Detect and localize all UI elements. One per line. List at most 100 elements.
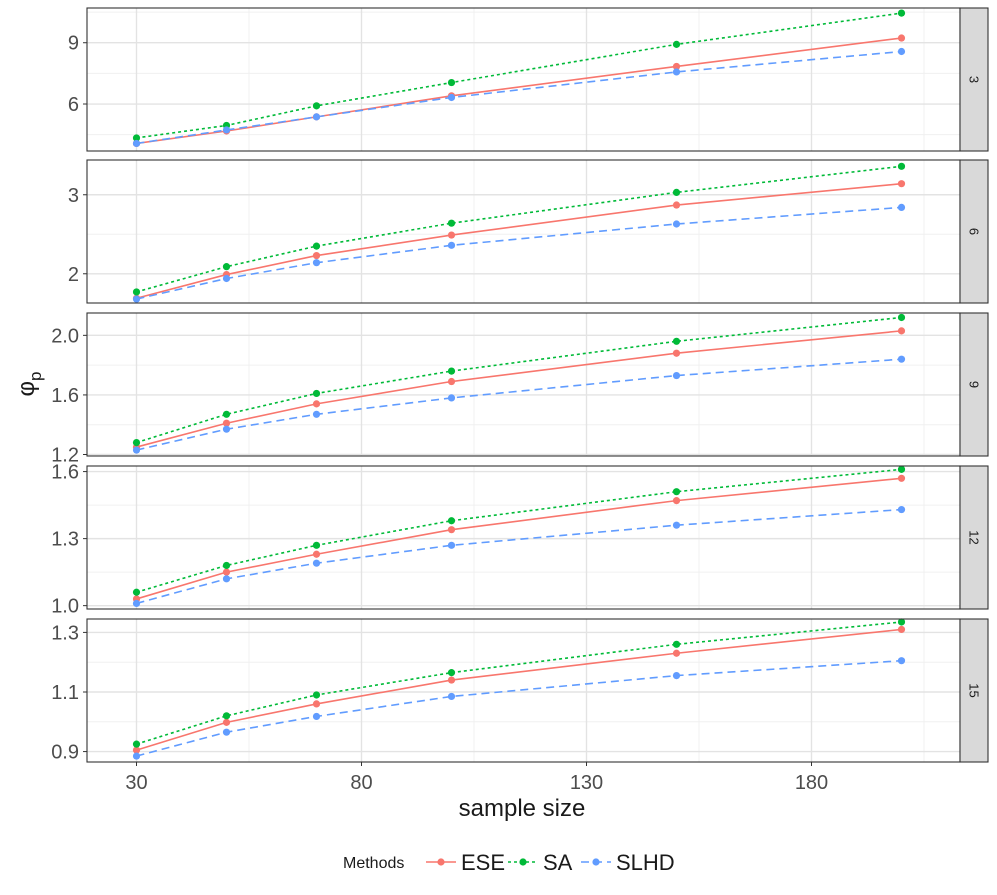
- data-point-slhd: [312, 259, 321, 267]
- y-axis-title-subscript: p: [26, 371, 45, 380]
- legend-label: SA: [543, 850, 573, 875]
- data-point-sa: [897, 162, 906, 170]
- data-point-ese: [222, 718, 231, 726]
- legend-key-point: [519, 858, 527, 866]
- y-tick-label: 1.0: [51, 596, 79, 618]
- legend-label: SLHD: [616, 850, 675, 875]
- data-point-ese: [897, 625, 906, 634]
- data-point-slhd: [132, 599, 141, 608]
- data-point-slhd: [132, 139, 141, 148]
- data-point-slhd: [222, 274, 231, 283]
- data-point-sa: [222, 263, 231, 271]
- data-point-sa: [672, 337, 681, 345]
- data-point-slhd: [132, 446, 141, 454]
- series-line-sa: [136, 468, 902, 594]
- data-point-sa: [312, 541, 321, 549]
- data-point-slhd: [447, 692, 456, 701]
- data-point-slhd: [312, 410, 321, 418]
- data-point-sa: [132, 288, 141, 296]
- data-point-sa: [222, 712, 231, 720]
- facet-strip-label: 9: [967, 381, 982, 388]
- y-tick-label: 1.3: [51, 529, 79, 551]
- facet-strip: [959, 618, 989, 763]
- data-point-ese: [447, 526, 456, 534]
- series-line-slhd: [136, 508, 902, 605]
- facet-strip: [959, 7, 989, 152]
- data-point-slhd: [897, 203, 906, 212]
- y-tick-label: 0.9: [51, 742, 79, 764]
- y-axis-title: φp: [13, 371, 45, 396]
- data-point-slhd: [672, 68, 681, 76]
- facet-strip: [959, 159, 989, 304]
- data-point-ese: [447, 377, 456, 386]
- legend-item-ese: ESE: [426, 850, 505, 875]
- data-point-slhd: [897, 505, 906, 514]
- panel-12: 1.0 1.3 1.6 12: [51, 462, 989, 618]
- series-line-ese: [136, 182, 902, 300]
- data-point-slhd: [672, 371, 681, 380]
- data-point-sa: [132, 588, 141, 596]
- data-point-ese: [312, 251, 321, 260]
- series-line-ese: [136, 330, 902, 448]
- x-axis: 30 80 130 180: [125, 762, 828, 794]
- x-axis-title: sample size: [459, 795, 586, 822]
- data-point-sa: [447, 219, 456, 227]
- data-point-sa: [447, 78, 456, 87]
- data-point-slhd: [222, 575, 231, 583]
- facet-strip: [959, 312, 989, 457]
- data-point-slhd: [222, 126, 231, 134]
- data-point-ese: [222, 419, 231, 427]
- data-point-slhd: [312, 113, 321, 121]
- data-point-slhd: [132, 295, 141, 303]
- panel-background: [87, 466, 960, 609]
- panel-6: 2 3 6: [68, 159, 989, 304]
- x-tick-label: 130: [570, 772, 603, 794]
- legend-label: ESE: [461, 850, 505, 875]
- series-line-sa: [136, 316, 902, 444]
- legend: Methods ESE SA SLHD: [343, 850, 675, 875]
- legend-title: Methods: [343, 855, 404, 872]
- data-point-slhd: [447, 394, 456, 402]
- data-point-sa: [447, 367, 456, 375]
- legend-item-sa: SA: [508, 850, 573, 875]
- y-tick-label: 1.1: [51, 682, 79, 704]
- x-tick-label: 180: [795, 772, 828, 794]
- panel-3: 6 9 3: [68, 7, 989, 152]
- data-point-sa: [672, 40, 681, 48]
- data-point-sa: [312, 389, 321, 398]
- y-tick-label: 3: [68, 185, 79, 207]
- data-point-ese: [897, 34, 906, 42]
- data-point-ese: [897, 474, 906, 482]
- y-axis-title-main: φ: [13, 381, 40, 397]
- x-tick-label: 80: [350, 772, 372, 794]
- data-point-sa: [447, 669, 456, 677]
- data-point-ese: [447, 231, 456, 239]
- data-point-sa: [897, 618, 906, 626]
- data-point-sa: [672, 488, 681, 496]
- data-point-sa: [222, 561, 231, 570]
- facet-strip-label: 6: [967, 228, 982, 235]
- data-point-ese: [672, 349, 681, 357]
- series-line-ese: [136, 37, 902, 145]
- y-tick-label: 6: [68, 94, 79, 116]
- y-tick-label: 1.2: [51, 445, 79, 467]
- facet-strip-label: 12: [967, 530, 982, 544]
- y-tick-label: 2: [68, 264, 79, 286]
- facet-strip-label: 3: [967, 76, 982, 83]
- data-point-slhd: [132, 752, 141, 760]
- data-point-sa: [672, 188, 681, 196]
- data-point-sa: [312, 242, 321, 250]
- data-point-sa: [132, 438, 141, 447]
- series-line-slhd: [136, 358, 902, 451]
- data-point-ese: [222, 568, 231, 576]
- data-point-slhd: [672, 220, 681, 228]
- data-point-sa: [447, 517, 456, 525]
- data-point-slhd: [447, 93, 456, 102]
- data-point-slhd: [447, 541, 456, 549]
- series-line-ese: [136, 628, 902, 751]
- data-point-slhd: [897, 47, 906, 56]
- data-point-ese: [897, 180, 906, 188]
- panel-15: 0.9 1.1 1.3 15: [51, 618, 989, 764]
